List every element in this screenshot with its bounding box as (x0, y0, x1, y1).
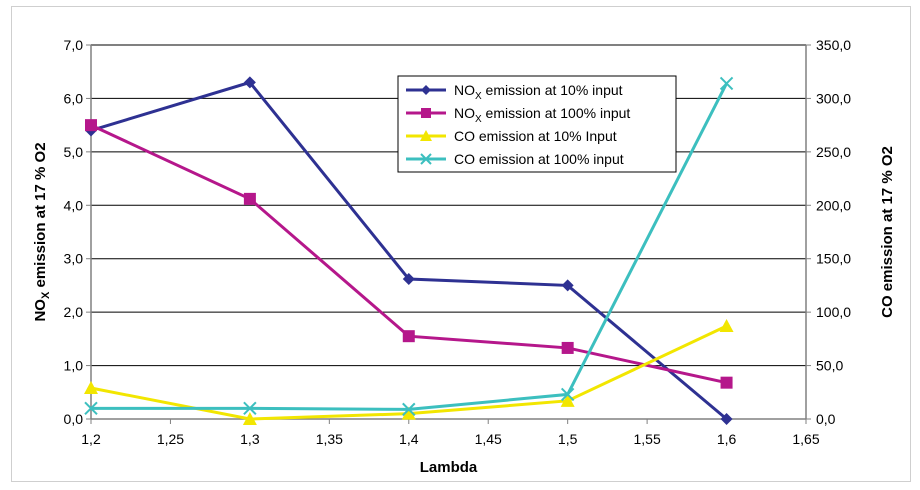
y-left-tick-label: 0,0 (64, 411, 84, 427)
data-point-diamond (561, 279, 574, 292)
series-4 (84, 76, 734, 417)
y-axis-left-title: NOX emission at 17 % O2 (32, 142, 52, 321)
legend-box (397, 75, 677, 173)
y-right-tick-label: 200,0 (816, 197, 851, 213)
series-1 (85, 76, 733, 425)
y-axis-right-title: CO emission at 17 % O2 (879, 146, 896, 318)
y-right-tick-label: 350,0 (816, 37, 851, 53)
data-point-square (421, 108, 431, 118)
data-point-diamond (720, 413, 733, 425)
y-left-tick-label: 6,0 (64, 90, 84, 106)
y-right-tick-label: 300,0 (816, 90, 851, 106)
series-group (84, 76, 734, 425)
x-tick-label: 1,45 (475, 431, 502, 447)
data-point-x-stroke (243, 401, 257, 416)
legend-item: CO emission at 10% Input (406, 128, 617, 144)
data-point-x (719, 76, 734, 91)
data-point-x-stroke (560, 387, 575, 402)
x-tick-label: 1,25 (157, 431, 184, 447)
data-point-square (561, 341, 574, 354)
legend: NOX emission at 10% input NOX emission at… (397, 75, 677, 173)
y-right-tick-label: 150,0 (816, 251, 851, 267)
data-point-x-stroke (84, 401, 98, 416)
data-point-triangle (401, 406, 416, 420)
x-tick-label: 1,55 (633, 431, 660, 447)
data-point-x-stroke (420, 153, 432, 165)
data-point-diamond (421, 85, 431, 95)
x-tick-label: 1,3 (240, 431, 260, 447)
y-left-tick-label: 3,0 (64, 251, 84, 267)
data-point-x (84, 401, 98, 416)
x-tick-label: 1,4 (399, 431, 419, 447)
x-axis-title: Lambda (420, 459, 478, 476)
data-point-triangle (719, 319, 734, 333)
data-point-x-stroke (402, 402, 416, 417)
data-point-square (402, 330, 415, 343)
y-right-tick-label: 0,0 (816, 411, 836, 427)
data-point-triangle (242, 412, 257, 425)
data-point-triangle (420, 130, 432, 141)
legend-label: CO emission at 10% Input (454, 128, 617, 144)
y-left-tick-label: 7,0 (64, 37, 84, 53)
data-point-triangle (560, 393, 575, 407)
series-2 (85, 119, 733, 389)
y-right-tick-label: 50,0 (816, 358, 843, 374)
data-point-square (243, 192, 256, 205)
data-point-diamond (402, 273, 415, 286)
data-point-x (243, 401, 257, 416)
data-point-x (402, 402, 416, 417)
x-tick-label: 1,2 (81, 431, 101, 447)
x-tick-label: 1,65 (792, 431, 819, 447)
tick-labels: 0,0 1,0 2,0 3,0 4,0 5,0 6,0 7,0 0,0 50,0 100,0 150,… (64, 37, 852, 447)
legend-label: NOX emission at 100% input (454, 105, 630, 125)
y-left-tick-label: 5,0 (64, 144, 84, 160)
data-point-diamond (243, 76, 256, 89)
x-tick-label: 1,5 (558, 431, 578, 447)
legend-label: CO emission at 100% input (454, 151, 624, 167)
data-point-square (85, 119, 97, 132)
x-tick-label: 1,6 (717, 431, 737, 447)
y-right-tick-label: 250,0 (816, 144, 851, 160)
legend-label: NOX emission at 10% input (454, 82, 623, 102)
axes (86, 44, 811, 424)
data-point-x (420, 153, 432, 165)
data-point-square (720, 376, 733, 389)
legend-item: NOX emission at 10% input (406, 82, 623, 102)
y-left-tick-label: 2,0 (64, 304, 84, 320)
legend-item: NOX emission at 100% input (406, 105, 630, 125)
y-left-tick-label: 1,0 (64, 358, 84, 374)
y-right-tick-label: 100,0 (816, 304, 851, 320)
data-point-x (560, 387, 575, 402)
y-left-tick-label: 4,0 (64, 197, 84, 213)
x-tick-label: 1,35 (316, 431, 343, 447)
data-point-triangle (84, 381, 98, 395)
legend-item: CO emission at 100% input (406, 151, 624, 167)
data-point-x-stroke (719, 76, 734, 91)
